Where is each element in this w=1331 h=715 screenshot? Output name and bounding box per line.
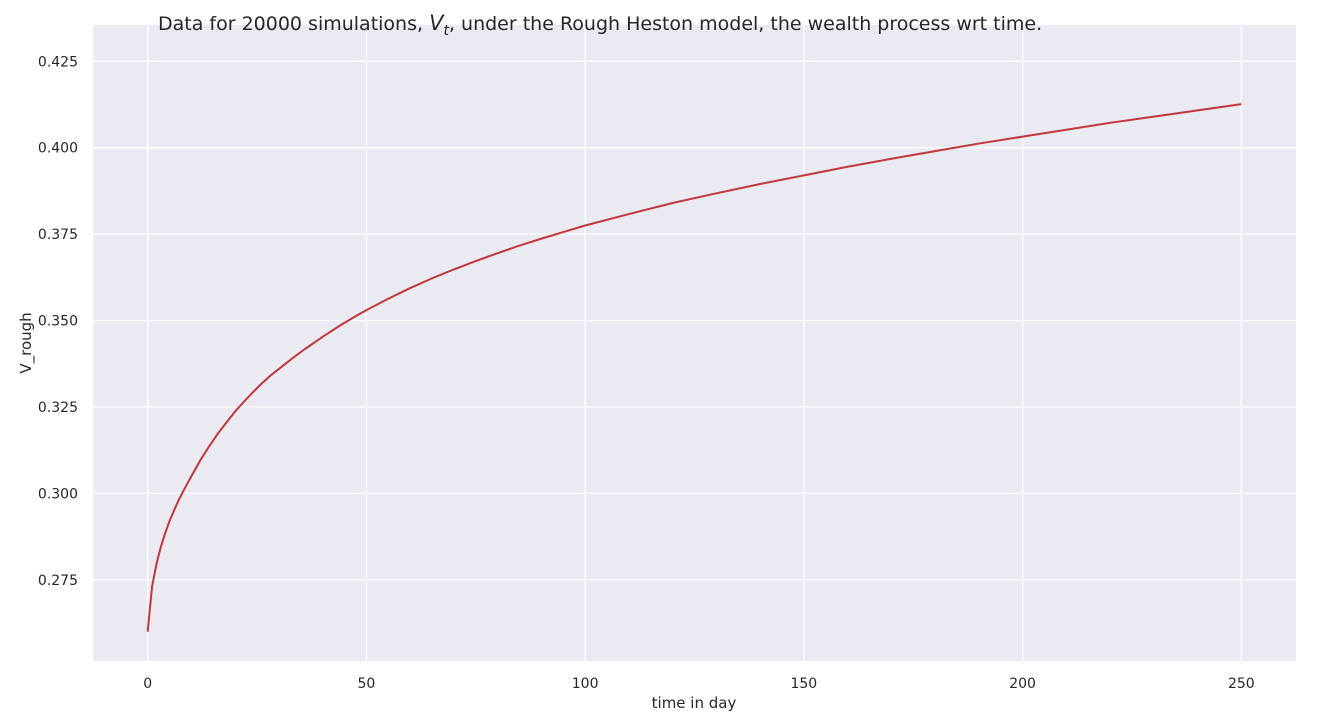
title-subscript: t (443, 23, 449, 39)
y-tick-label: 0.400 (38, 141, 78, 157)
chart-title: Data for 20000 simulations, Vt, under th… (158, 11, 1042, 39)
y-tick-label: 0.375 (38, 227, 78, 243)
y-tick-label: 0.425 (38, 54, 78, 70)
y-tick-label: 0.350 (38, 314, 78, 330)
x-tick-label: 100 (572, 676, 599, 692)
y-tick-label: 0.275 (38, 573, 78, 589)
series-group (146, 103, 1242, 632)
y-axis-label: V_rough (17, 312, 36, 373)
x-tick-label: 50 (357, 676, 375, 692)
title-suffix: , under the Rough Heston model, the weal… (449, 13, 1042, 35)
y-tick-label: 0.300 (38, 486, 78, 502)
x-tick-label: 0 (143, 676, 152, 692)
title-variable: V (429, 11, 445, 35)
series-line (146, 103, 1242, 632)
x-axis-label: time in day (652, 694, 737, 712)
x-tick-label: 150 (790, 676, 817, 692)
x-tick-label: 250 (1228, 676, 1255, 692)
y-tick-labels: 0.275 0.300 0.325 0.350 0.375 0.400 0.425 (38, 54, 78, 588)
grid-lines (93, 25, 1296, 661)
plot-background (93, 25, 1296, 661)
x-tick-label: 200 (1009, 676, 1036, 692)
y-tick-label: 0.325 (38, 400, 78, 416)
title-prefix: Data for 20000 simulations, (158, 13, 429, 35)
x-tick-labels: 0 50 100 150 200 250 (143, 676, 1254, 692)
